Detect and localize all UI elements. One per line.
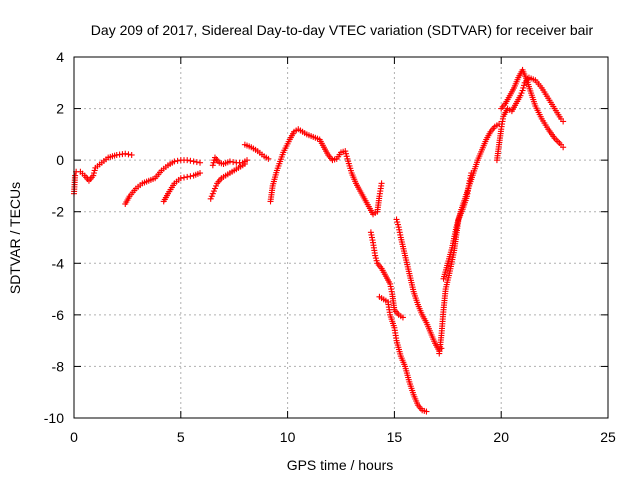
data-point bbox=[211, 185, 218, 192]
data-point bbox=[213, 182, 220, 189]
data-point bbox=[197, 170, 204, 177]
y-tick-label: -6 bbox=[52, 307, 65, 323]
data-point bbox=[72, 172, 79, 179]
data-point bbox=[342, 148, 349, 155]
data-point bbox=[372, 255, 379, 262]
chart-title: Day 209 of 2017, Sidereal Day-to-day VTE… bbox=[91, 22, 594, 38]
data-point bbox=[519, 87, 526, 94]
y-tick-label: 2 bbox=[56, 101, 64, 117]
data-point bbox=[393, 216, 400, 223]
data-point bbox=[343, 153, 350, 160]
data-point bbox=[90, 172, 97, 179]
x-tick-label: 15 bbox=[387, 429, 403, 445]
y-tick-label: 0 bbox=[56, 152, 64, 168]
data-point bbox=[517, 92, 524, 99]
data-point bbox=[90, 170, 97, 177]
data-point bbox=[181, 174, 188, 181]
x-axis-label: GPS time / hours bbox=[287, 457, 394, 473]
data-point bbox=[122, 150, 129, 157]
data-point bbox=[378, 180, 385, 187]
data-point bbox=[560, 144, 567, 151]
x-tick-label: 5 bbox=[177, 429, 185, 445]
data-point bbox=[190, 158, 197, 165]
data-point bbox=[226, 158, 233, 165]
y-tick-label: -2 bbox=[52, 204, 65, 220]
data-point bbox=[184, 173, 191, 180]
y-tick-label: -4 bbox=[52, 255, 65, 271]
x-tick-label: 10 bbox=[280, 429, 296, 445]
data-point bbox=[265, 155, 272, 162]
y-axis-label: SDTVAR / TECUs bbox=[7, 182, 23, 294]
data-point bbox=[342, 150, 349, 157]
data-point bbox=[128, 151, 135, 158]
data-point bbox=[210, 159, 217, 166]
data-point bbox=[187, 157, 194, 164]
data-point bbox=[230, 159, 237, 166]
data-point bbox=[520, 84, 527, 91]
data-point bbox=[560, 118, 567, 125]
data-point bbox=[193, 159, 200, 166]
data-point bbox=[174, 157, 181, 164]
data-points bbox=[71, 66, 567, 415]
data-point bbox=[394, 219, 401, 226]
data-point bbox=[208, 193, 215, 200]
data-point bbox=[184, 157, 191, 164]
x-tick-label: 25 bbox=[600, 429, 616, 445]
data-point bbox=[373, 257, 380, 264]
y-tick-label: -8 bbox=[52, 358, 65, 374]
data-point bbox=[125, 151, 132, 158]
data-point bbox=[171, 158, 178, 165]
data-point bbox=[187, 173, 194, 180]
data-point bbox=[372, 252, 379, 259]
x-tick-label: 0 bbox=[70, 429, 78, 445]
data-point bbox=[210, 188, 217, 195]
data-point bbox=[91, 167, 98, 174]
x-tick-label: 20 bbox=[493, 429, 509, 445]
y-tick-label: 4 bbox=[56, 49, 64, 65]
axis-ticks: 0 5 10 15 20 25 -10 -8 -6 -4 -2 0 2 4 bbox=[44, 49, 616, 445]
data-point bbox=[197, 159, 204, 166]
data-point bbox=[177, 175, 184, 182]
grid-lines bbox=[74, 57, 608, 418]
data-point bbox=[423, 408, 430, 415]
data-point bbox=[399, 314, 406, 321]
plot-frame bbox=[73, 56, 609, 419]
data-point bbox=[207, 195, 214, 202]
y-tick-label: -10 bbox=[44, 410, 64, 426]
data-point bbox=[244, 157, 251, 164]
data-point bbox=[520, 82, 527, 89]
data-point bbox=[394, 221, 401, 228]
data-point bbox=[209, 162, 216, 169]
data-point bbox=[209, 190, 216, 197]
data-point bbox=[518, 90, 525, 97]
